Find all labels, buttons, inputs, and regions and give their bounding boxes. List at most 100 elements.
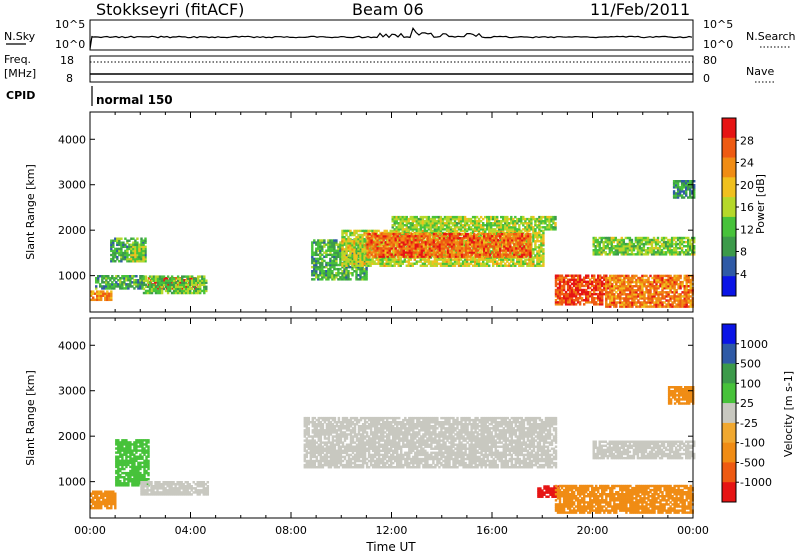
- velocity-colorbar-label: Velocity [m s-1]: [782, 371, 795, 457]
- nave-tick-high: 80: [703, 54, 717, 67]
- y-tick-label: 3000: [58, 385, 86, 398]
- colorbar-tick-label: 8: [740, 246, 747, 259]
- x-tick-label: 00:00: [677, 524, 709, 537]
- colorbar-swatch: [722, 157, 736, 178]
- x-tick-label: 08:00: [275, 524, 307, 537]
- velocity-region: [554, 484, 694, 514]
- power-x-axis: [89, 112, 694, 312]
- noise-panel-frame: [89, 19, 694, 51]
- power-region: [391, 215, 557, 231]
- velocity-x-axis: 00:00 04:00 08:00 12:00 16:00 20:00 00:00: [74, 318, 709, 537]
- colorbar-swatch: [722, 422, 736, 443]
- x-tick-label: 16:00: [476, 524, 508, 537]
- power-region: [142, 275, 208, 295]
- power-region: [605, 274, 694, 308]
- colorbar-tick-label: 25: [740, 397, 754, 410]
- colorbar-tick-label: -500: [740, 456, 765, 469]
- y-tick-label: 2000: [58, 430, 86, 443]
- freq-panel: Freq. [MHz] 18 8 80 0 Nave: [4, 53, 775, 85]
- power-panel: 1000 2000 3000 4000 Slant Range [km] 28 24 20…: [24, 111, 767, 313]
- x-tick-label: 12:00: [376, 524, 408, 537]
- colorbar-swatch: [722, 383, 736, 404]
- freq-label: Freq.: [4, 53, 31, 66]
- y-tick-label: 2000: [58, 224, 86, 237]
- colorbar-tick-label: 12: [740, 223, 754, 236]
- y-tick-label: 4000: [58, 133, 86, 146]
- freq-unit-label: [MHz]: [4, 67, 36, 80]
- cpid-program: normal 150: [96, 93, 173, 107]
- power-region: [366, 232, 532, 258]
- colorbar-tick-label: 4: [740, 268, 747, 281]
- colorbar-swatch: [722, 256, 736, 277]
- nsky-tick-high: 10^5: [55, 18, 85, 31]
- x-tick-label: 20:00: [577, 524, 609, 537]
- colorbar-swatch: [722, 276, 736, 297]
- velocity-panel: 1000 2000 3000 4000 00:00 04:00 08:00 12:00 16:…: [24, 317, 795, 554]
- colorbar-tick-label: 24: [740, 157, 754, 170]
- velocity-region: [303, 416, 558, 469]
- y-tick-label: 3000: [58, 179, 86, 192]
- colorbar-tick-label: -1000: [740, 476, 772, 489]
- velocity-y-axis: 1000 2000 3000 4000: [58, 339, 693, 489]
- velocity-region: [667, 386, 695, 405]
- velocity-region: [592, 440, 696, 460]
- colorbar-swatch: [722, 216, 736, 237]
- velocity-region: [140, 481, 210, 496]
- power-colorbar-label: Power [dB]: [754, 174, 767, 234]
- power-colorbar: 28 24 20 16 12 8 4: [721, 117, 754, 297]
- y-tick-label: 1000: [58, 270, 86, 283]
- nsky-label: N.Sky: [4, 30, 36, 43]
- colorbar-swatch: [722, 482, 736, 503]
- power-region: [592, 236, 696, 256]
- colorbar-swatch: [722, 118, 736, 139]
- colorbar-tick-label: 1000: [740, 338, 768, 351]
- station-title: Stokkseyri (fitACF): [96, 0, 245, 19]
- nave-label: Nave: [746, 65, 774, 78]
- colorbar-swatch: [722, 236, 736, 257]
- colorbar-tick-label: -25: [740, 417, 758, 430]
- y-tick-label: 4000: [58, 339, 86, 352]
- power-y-axis: 1000 2000 3000 4000: [58, 133, 693, 283]
- power-region: [95, 275, 144, 290]
- colorbar-swatch: [722, 442, 736, 463]
- nsearch-tick-low: 10^0: [703, 38, 733, 51]
- beam-title: Beam 06: [352, 0, 424, 19]
- velocity-heatmap: [90, 386, 696, 514]
- freq-tick-low: 8: [66, 72, 73, 85]
- date-title: 11/Feb/2011: [590, 0, 691, 19]
- colorbar-swatch: [722, 363, 736, 384]
- freq-panel-frame: [89, 55, 694, 83]
- freq-tick-high: 18: [60, 54, 74, 67]
- colorbar-swatch: [722, 324, 736, 345]
- power-heatmap: [90, 180, 696, 308]
- colorbar-frame: [721, 323, 737, 503]
- colorbar-swatch: [722, 137, 736, 158]
- colorbar-tick-label: 20: [740, 179, 754, 192]
- colorbar-swatch: [722, 343, 736, 364]
- power-y-label: Slant Range [km]: [24, 164, 37, 260]
- power-region: [554, 274, 608, 306]
- cpid-panel: CPID normal 150: [6, 86, 173, 107]
- y-tick-label: 1000: [58, 476, 86, 489]
- nsearch-label: N.Search: [746, 30, 796, 43]
- nsky-tick-low: 10^0: [55, 38, 85, 51]
- x-tick-label: 04:00: [175, 524, 207, 537]
- nsearch-tick-high: 10^5: [703, 18, 733, 31]
- velocity-region: [115, 439, 150, 487]
- colorbar-tick-label: 28: [740, 134, 754, 147]
- colorbar-tick-label: -100: [740, 437, 765, 450]
- x-axis-label: Time UT: [365, 540, 416, 554]
- noise-panel: N.Sky 10^5 10^0 10^5 10^0 N.Search: [4, 18, 796, 51]
- velocity-region: [90, 490, 117, 510]
- velocity-y-label: Slant Range [km]: [24, 370, 37, 466]
- colorbar-swatch: [722, 403, 736, 424]
- colorbar-swatch: [722, 462, 736, 483]
- power-region: [130, 243, 145, 263]
- power-region: [90, 290, 113, 302]
- power-region: [672, 180, 696, 199]
- velocity-colorbar: 1000 500 100 25 -25 -100 -500 -1000: [721, 323, 772, 503]
- colorbar-tick-label: 100: [740, 377, 761, 390]
- x-tick-label: 00:00: [74, 524, 106, 537]
- noise-trace: [89, 27, 693, 50]
